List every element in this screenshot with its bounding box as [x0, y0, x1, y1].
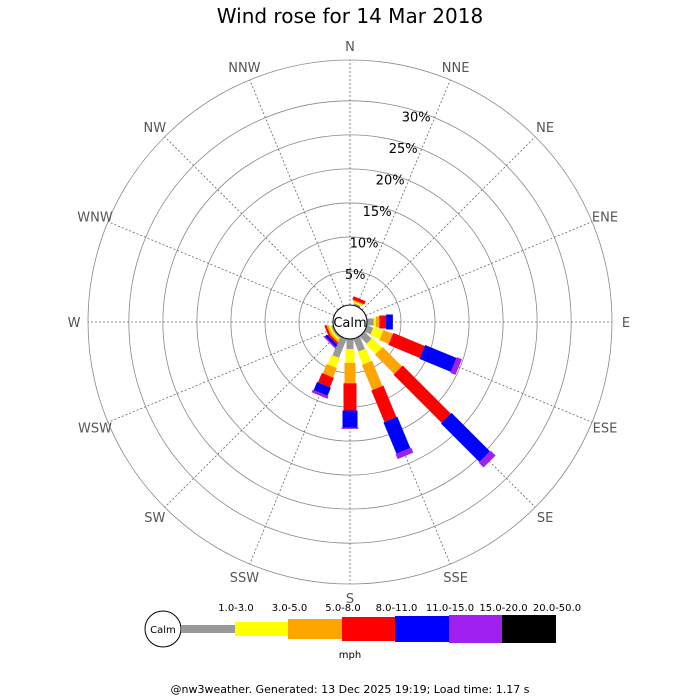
chart-title: Wind rose for 14 Mar 2018 — [216, 4, 484, 28]
petal-layer — [311, 296, 496, 468]
petal-segment — [322, 363, 337, 378]
legend-unit: mph — [339, 650, 361, 661]
petal-segment — [327, 333, 339, 345]
radial-tick-label: 15% — [363, 205, 392, 220]
petal-segment — [478, 450, 496, 468]
direction-label: ESE — [593, 422, 618, 437]
grid-layer: N NNE NE ENE E ESE SE SSE S SSW SW WSW W WNW NW NNW — [68, 40, 631, 607]
petal-segment — [379, 329, 393, 345]
direction-label: WNW — [77, 210, 113, 225]
legend-swatch — [342, 617, 395, 641]
grid-spoke — [361, 136, 536, 311]
direction-label: SE — [537, 511, 553, 526]
grid-spoke — [365, 221, 593, 316]
legend-bin-label: 8.0-11.0 — [376, 603, 418, 614]
direction-label: NNW — [228, 61, 260, 76]
petal-segment — [374, 346, 403, 375]
petal-segment — [323, 335, 337, 349]
petal-segment — [353, 336, 365, 352]
direction-label: NNE — [442, 61, 470, 76]
direction-label: S — [346, 592, 354, 607]
legend-swatch — [235, 622, 288, 636]
radial-tick-label: 20% — [376, 174, 405, 189]
grid-ring — [162, 134, 538, 510]
direction-label: SW — [144, 511, 165, 526]
petal-segment — [327, 354, 340, 368]
legend-calm-label: Calm — [150, 625, 176, 636]
petal-segment — [383, 416, 411, 454]
legend-bin-label: 3.0-5.0 — [272, 603, 307, 614]
radial-tick-label: 30% — [402, 111, 431, 126]
legend-bin-label: 1.0-3.0 — [218, 603, 253, 614]
calm-layer: Calm — [332, 304, 368, 340]
petal-segment — [324, 324, 332, 338]
direction-label: ENE — [592, 210, 618, 225]
petal-segment — [366, 338, 383, 355]
footer-text: @nw3weather. Generated: 13 Dec 2025 19:1… — [170, 683, 530, 696]
petal-segment — [313, 381, 331, 396]
grid-spoke — [356, 79, 451, 307]
legend-bin-label: 15.0-20.0 — [479, 603, 527, 614]
grid-spoke — [164, 333, 339, 508]
radial-tick-label: 25% — [389, 142, 418, 157]
petal-segment — [317, 372, 334, 388]
petal-segment — [388, 332, 425, 358]
petal-segment — [440, 412, 491, 463]
direction-label: WSW — [78, 422, 112, 437]
petal-segment — [419, 345, 457, 372]
petal-segment — [324, 334, 338, 348]
grid-spoke — [107, 221, 335, 316]
petal-segment — [331, 332, 340, 341]
direction-label: SSE — [443, 571, 468, 586]
legend-bin-label: 20.0-50.0 — [533, 603, 581, 614]
direction-label: E — [622, 316, 630, 331]
direction-label: N — [345, 40, 355, 55]
radial-tick-label: 10% — [350, 236, 379, 251]
petal-SSE — [353, 336, 414, 460]
legend: Calm 1.0-3.0 3.0-5.0 5.0-8.0 8.0-11.0 11.0-15… — [144, 603, 581, 661]
petal-segment — [364, 325, 374, 335]
tick-layer: 5% 10% 15% 20% 25% 30% — [345, 111, 431, 283]
legend-swatch — [449, 615, 502, 643]
legend-swatch — [288, 619, 342, 639]
direction-label: SSW — [230, 571, 260, 586]
legend-swatch — [181, 625, 235, 633]
petal-SSW — [311, 336, 347, 399]
calm-circle — [332, 304, 368, 340]
petal-segment — [353, 301, 362, 307]
petal-segment — [357, 348, 372, 365]
petal-segment — [311, 389, 329, 399]
petal-segment — [359, 331, 372, 344]
legend-swatch — [502, 615, 556, 643]
calm-label: Calm — [333, 316, 366, 331]
petal-segment — [352, 299, 364, 306]
grid-ring — [230, 202, 470, 442]
petal-segment — [395, 447, 414, 460]
petal-segment — [361, 360, 383, 391]
direction-label: W — [68, 316, 81, 331]
grid-spoke — [249, 79, 344, 307]
grid-spoke — [164, 136, 339, 311]
petal-segment — [450, 357, 463, 375]
petal-segment — [326, 324, 333, 336]
grid-spoke — [107, 328, 335, 423]
petal-segment — [370, 326, 384, 340]
petal-segment — [371, 385, 397, 422]
petal-ESE — [364, 325, 463, 375]
legend-bin-label: 5.0-8.0 — [325, 603, 360, 614]
direction-label: NW — [144, 121, 167, 136]
petal-segment — [393, 365, 451, 423]
petal-segment — [329, 333, 339, 343]
petal-segment — [332, 336, 347, 358]
petal-segment — [352, 296, 366, 305]
radial-tick-label: 5% — [345, 268, 366, 283]
petal-segment — [328, 325, 335, 335]
petal-SW — [323, 331, 341, 349]
direction-label: NE — [536, 121, 554, 136]
legend-bin-label: 11.0-15.0 — [426, 603, 474, 614]
legend-swatch — [395, 616, 449, 642]
petal-SE — [359, 331, 496, 468]
petal-NNE — [352, 296, 366, 308]
